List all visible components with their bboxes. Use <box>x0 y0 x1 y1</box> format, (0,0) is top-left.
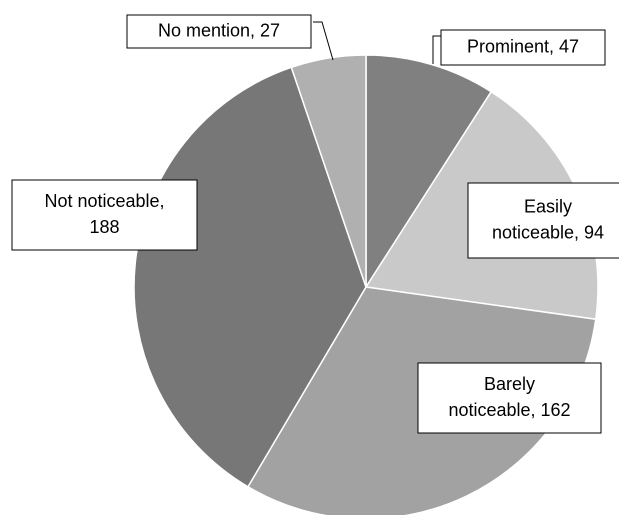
data-label: No mention, 27 <box>126 14 312 49</box>
label-text: noticeable, 94 <box>492 222 604 242</box>
data-label: Barely noticeable, 162 <box>417 362 602 434</box>
data-label: Not noticeable, 188 <box>11 179 198 251</box>
label-text: noticeable, 162 <box>448 400 570 420</box>
data-label: Prominent, 47 <box>440 29 606 66</box>
label-box <box>440 29 606 66</box>
data-label: Easily noticeable, 94 <box>467 182 619 259</box>
label-text: Prominent, 47 <box>467 36 579 56</box>
pie-slice <box>290 54 367 288</box>
label-box <box>11 179 198 251</box>
label-text: Easily <box>524 196 572 216</box>
label-box <box>126 14 312 49</box>
label-box <box>417 362 602 434</box>
label-text: Not noticeable, <box>44 191 164 211</box>
label-box <box>467 182 619 259</box>
leader-line <box>313 21 334 61</box>
leader-line <box>432 35 441 64</box>
pie-slice <box>365 54 493 290</box>
label-text: Barely <box>484 374 535 394</box>
pie-slice <box>133 66 367 488</box>
label-text: No mention, 27 <box>158 20 280 40</box>
label-text: 188 <box>89 217 119 237</box>
